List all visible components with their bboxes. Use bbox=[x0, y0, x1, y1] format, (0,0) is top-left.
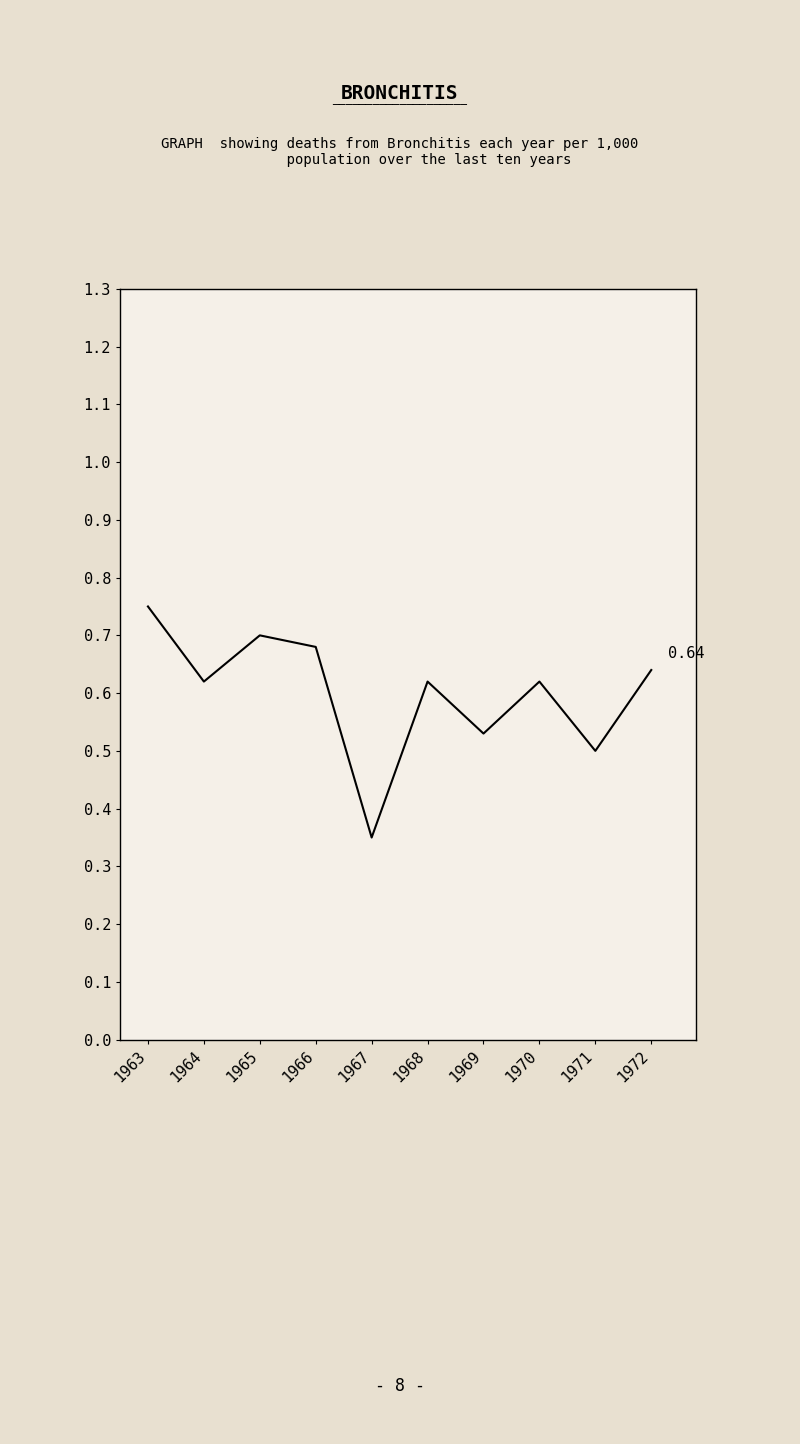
Text: BRONCHITIS: BRONCHITIS bbox=[342, 84, 458, 104]
Text: ────────────────────: ──────────────────── bbox=[333, 100, 467, 108]
Text: GRAPH  showing deaths from Bronchitis each year per 1,000
       population over: GRAPH showing deaths from Bronchitis eac… bbox=[162, 137, 638, 166]
Text: - 8 -: - 8 - bbox=[375, 1378, 425, 1395]
Text: 0.64: 0.64 bbox=[668, 647, 705, 661]
